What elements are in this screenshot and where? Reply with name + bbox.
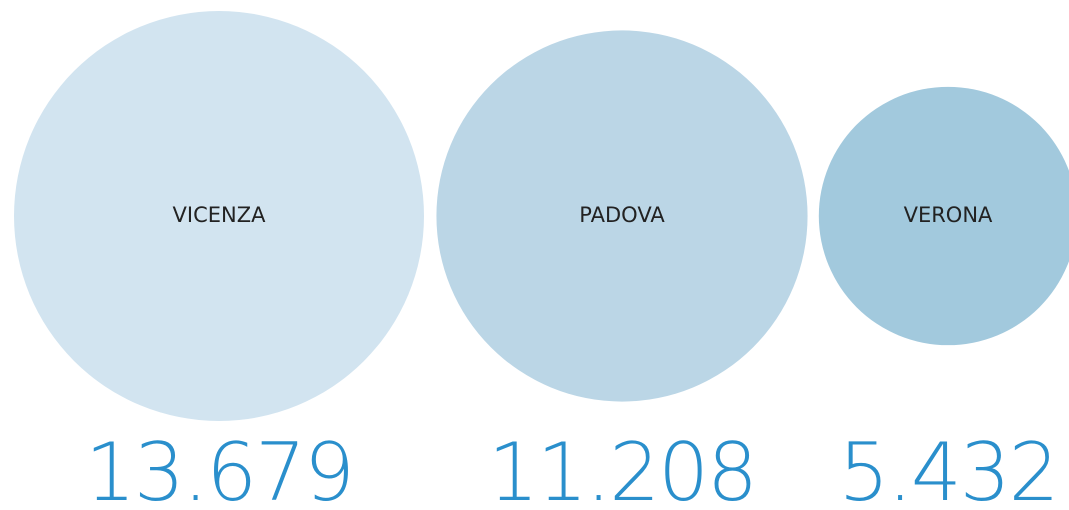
bubble <box>818 86 1069 346</box>
value-label: 5.432 <box>838 426 1057 510</box>
value-label: 11.208 <box>488 426 756 510</box>
value-label: 13.679 <box>85 426 353 510</box>
bubble <box>14 11 424 421</box>
bubble-label: VICENZA <box>173 203 267 227</box>
bubble-label: VERONA <box>904 203 993 227</box>
bubble-label: PADOVA <box>579 203 665 227</box>
bubble <box>436 30 808 402</box>
